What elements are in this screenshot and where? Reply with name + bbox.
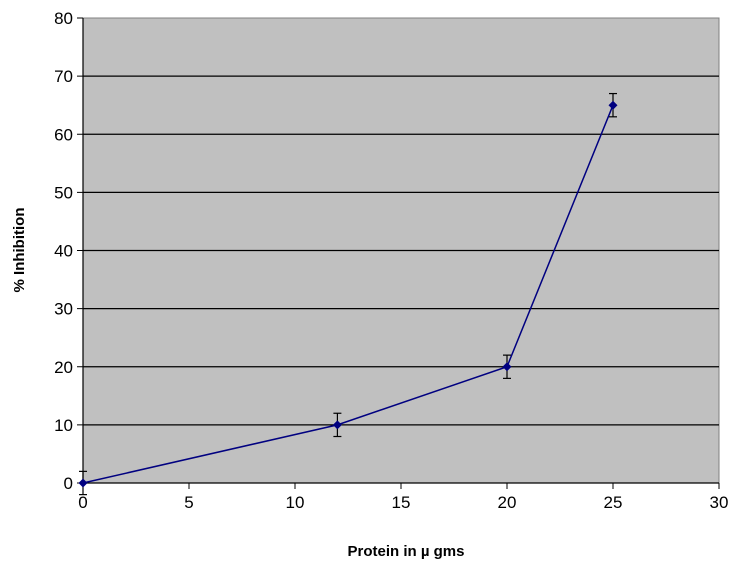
y-tick-label: 50	[54, 183, 73, 202]
y-tick-label: 20	[54, 358, 73, 377]
data-point	[78, 478, 88, 488]
series-line	[82, 104, 614, 484]
x-axis-title: Protein in µ gms	[348, 543, 465, 560]
data-point	[332, 420, 342, 430]
data-point	[608, 100, 618, 110]
x-tick-label: 25	[604, 493, 623, 512]
y-axis-ticks: 0 10 20 30 40 50 60 70 80	[54, 9, 83, 493]
y-tick-label: 10	[54, 416, 73, 435]
y-tick-label: 60	[54, 125, 73, 144]
x-tick-label: 15	[392, 493, 411, 512]
y-tick-label: 40	[54, 242, 73, 261]
y-tick-label: 0	[64, 474, 73, 493]
y-tick-label: 70	[54, 67, 73, 86]
y-tick-label: 80	[54, 9, 73, 28]
x-tick-label: 20	[498, 493, 517, 512]
x-tick-label: 30	[710, 493, 729, 512]
x-tick-label: 10	[286, 493, 305, 512]
x-tick-label: 0	[78, 493, 87, 512]
y-axis-title: % Inhibition	[11, 208, 28, 293]
y-tick-label: 30	[54, 300, 73, 319]
data-point	[502, 362, 512, 372]
x-tick-label: 5	[184, 493, 193, 512]
x-axis-ticks: 0 5 10 15 20 25 30	[78, 483, 728, 512]
data-series	[78, 92, 618, 496]
